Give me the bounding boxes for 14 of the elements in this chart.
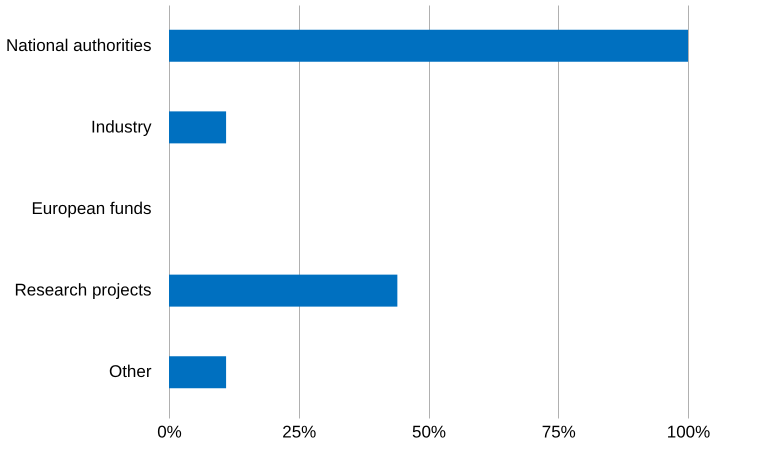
y-tick-label: Other [108,362,152,382]
y-tick-label: European funds [31,199,152,218]
bar [169,356,226,388]
y-tick-label: Research projects [14,280,152,300]
x-tick-label: 75% [542,422,576,442]
bar [169,30,688,62]
x-tick-label: 50% [412,422,446,442]
bar [169,111,226,144]
x-tick-label: 100% [666,422,710,442]
x-tick-label: 25% [282,422,316,442]
bar [169,274,398,307]
y-tick-label: Industry [91,117,152,136]
x-tick-label: 0% [157,422,182,442]
y-tick-label: National authorities [6,36,152,55]
